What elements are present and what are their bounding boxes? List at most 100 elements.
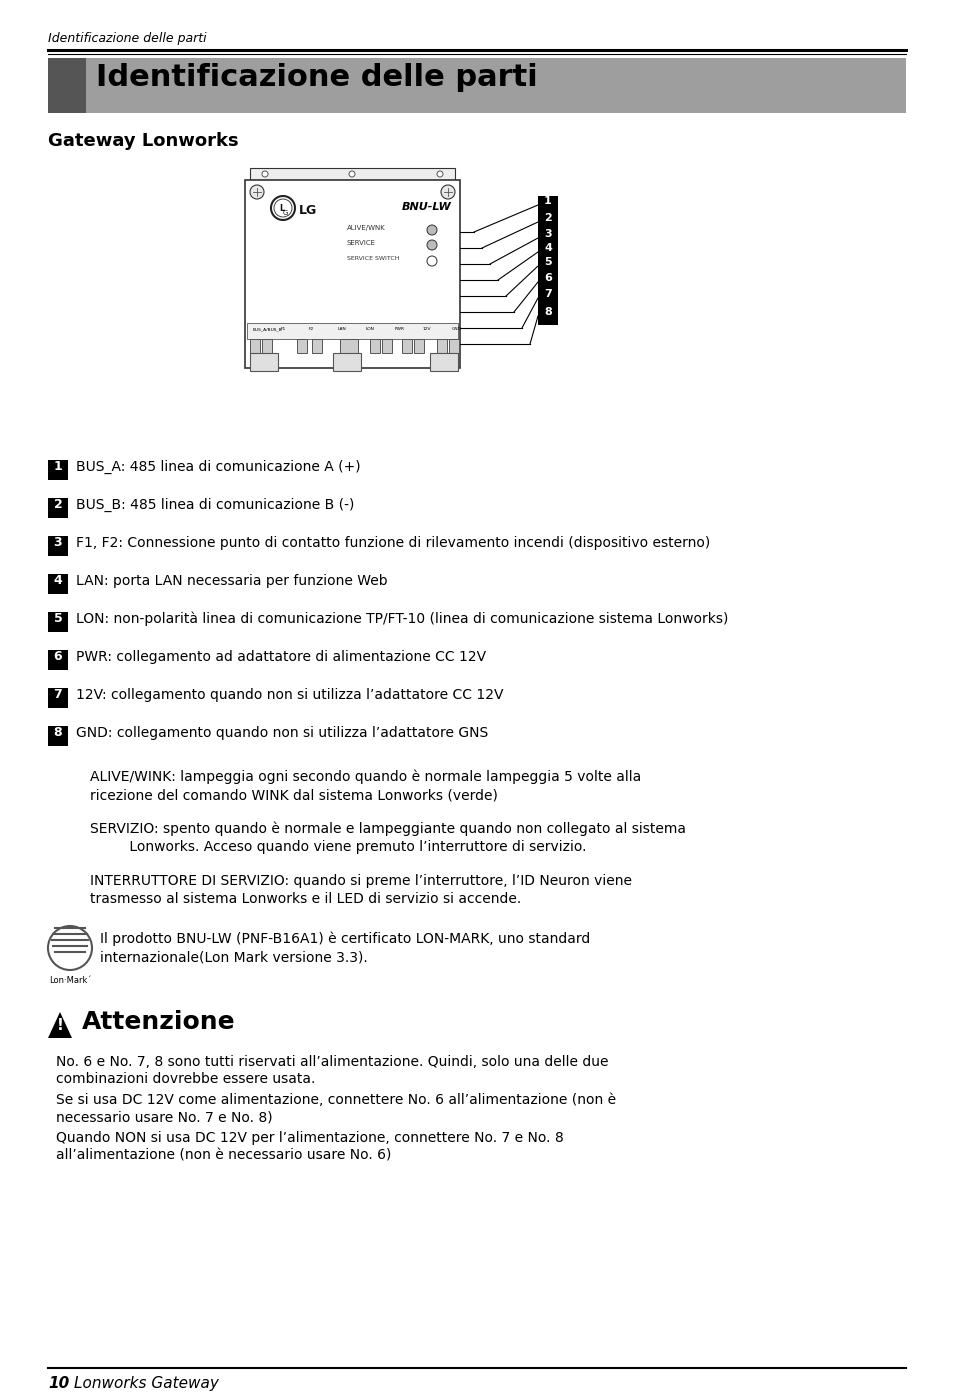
Text: LAN: LAN (337, 327, 346, 332)
Circle shape (440, 185, 455, 199)
Text: Identificazione delle parti: Identificazione delle parti (96, 63, 537, 92)
Bar (312, 339, 322, 353)
Circle shape (250, 185, 264, 199)
Circle shape (427, 256, 436, 266)
Text: LON: LON (366, 327, 375, 332)
Bar (247, 323, 457, 339)
Text: PWR: collegamento ad adattatore di alimentazione CC 12V: PWR: collegamento ad adattatore di alime… (76, 651, 486, 665)
Bar (296, 339, 307, 353)
Text: SERVICE: SERVICE (347, 241, 375, 246)
Text: 8: 8 (543, 306, 551, 318)
Bar (537, 290, 558, 306)
Polygon shape (48, 1011, 71, 1038)
Text: Se si usa DC 12V come alimentazione, connettere No. 6 all’alimentazione (non è
n: Se si usa DC 12V come alimentazione, con… (56, 1093, 616, 1125)
Text: BUS_B: 485 linea di comunicazione B (-): BUS_B: 485 linea di comunicazione B (-) (76, 498, 354, 512)
Text: INTERRUTTORE DI SERVIZIO: quando si preme l’interruttore, l’ID Neuron viene
tras: INTERRUTTORE DI SERVIZIO: quando si prem… (90, 874, 631, 905)
Text: LG: LG (298, 204, 317, 217)
Bar (537, 257, 558, 276)
Text: GND: collegamento quando non si utilizza l’adattatore GNS: GND: collegamento quando non si utilizza… (76, 726, 488, 740)
Circle shape (427, 241, 436, 250)
Bar (537, 273, 558, 291)
Bar (436, 339, 447, 353)
Text: GND: GND (452, 327, 461, 332)
Bar (48, 574, 68, 595)
Text: 5: 5 (53, 611, 62, 625)
Text: 12V: 12V (422, 327, 431, 332)
Bar (449, 339, 458, 353)
Text: F1, F2: Connessione punto di contatto funzione di rilevamento incendi (dispositi: F1, F2: Connessione punto di contatto fu… (76, 536, 709, 550)
Text: 7: 7 (543, 290, 551, 299)
Text: Quando NON si usa DC 12V per l’alimentazione, connettere No. 7 e No. 8
all’alime: Quando NON si usa DC 12V per l’alimentaz… (56, 1130, 563, 1163)
Circle shape (48, 926, 91, 970)
Text: SERVIZIO: spento quando è normale e lampeggiante quando non collegato al sistema: SERVIZIO: spento quando è normale e lamp… (90, 823, 685, 855)
Text: 10: 10 (48, 1377, 70, 1391)
Text: 2: 2 (53, 498, 62, 511)
Bar (430, 353, 457, 371)
Bar (401, 339, 412, 353)
Text: No. 6 e No. 7, 8 sono tutti riservati all’alimentazione. Quindi, solo una delle : No. 6 e No. 7, 8 sono tutti riservati al… (56, 1055, 608, 1086)
Circle shape (262, 171, 268, 178)
Bar (250, 168, 455, 180)
Circle shape (274, 199, 292, 217)
Bar (250, 353, 277, 371)
Circle shape (271, 196, 294, 220)
Bar (48, 57, 86, 113)
Text: 6: 6 (543, 273, 552, 283)
Text: Attenzione: Attenzione (82, 1010, 235, 1034)
Circle shape (349, 171, 355, 178)
Text: 8: 8 (53, 726, 62, 739)
Bar (537, 229, 558, 248)
Text: 5: 5 (543, 257, 551, 267)
Text: 7: 7 (53, 688, 62, 701)
Bar (537, 243, 558, 262)
Bar (245, 180, 459, 368)
Bar (339, 339, 357, 353)
Text: Gateway Lonworks: Gateway Lonworks (48, 132, 238, 150)
Text: 6: 6 (53, 651, 62, 663)
Bar (414, 339, 423, 353)
Bar (537, 196, 558, 214)
Bar (48, 726, 68, 746)
Bar (250, 339, 260, 353)
Bar (370, 339, 379, 353)
Text: F2: F2 (309, 327, 314, 332)
Text: LAN: porta LAN necessaria per funzione Web: LAN: porta LAN necessaria per funzione W… (76, 574, 387, 588)
Text: 4: 4 (53, 574, 62, 588)
Bar (537, 306, 558, 325)
Text: SERVICE SWITCH: SERVICE SWITCH (347, 256, 399, 262)
Text: BUS_A: 485 linea di comunicazione A (+): BUS_A: 485 linea di comunicazione A (+) (76, 460, 360, 474)
Text: 3: 3 (543, 229, 551, 239)
Circle shape (427, 225, 436, 235)
Bar (48, 688, 68, 708)
Bar (381, 339, 392, 353)
Text: BUS_A/BUS_B: BUS_A/BUS_B (253, 327, 282, 332)
Text: Il prodotto BNU-LW (PNF-B16A1) è certificato LON-MARK, uno standard
internaziona: Il prodotto BNU-LW (PNF-B16A1) è certifi… (100, 932, 590, 965)
Text: PWR: PWR (395, 327, 405, 332)
Text: 1: 1 (543, 196, 551, 206)
Text: 2: 2 (543, 213, 551, 222)
Text: !: ! (56, 1018, 63, 1032)
Bar (48, 57, 905, 113)
Bar (48, 498, 68, 518)
Bar (48, 651, 68, 670)
Text: 4: 4 (543, 243, 552, 253)
Bar (48, 611, 68, 632)
Text: 12V: collegamento quando non si utilizza l’adattatore CC 12V: 12V: collegamento quando non si utilizza… (76, 688, 503, 702)
Bar (262, 339, 272, 353)
Circle shape (436, 171, 442, 178)
Text: ALIVE/WNK: ALIVE/WNK (347, 225, 385, 231)
Text: Identificazione delle parti: Identificazione delle parti (48, 32, 207, 45)
Text: BNU-LW: BNU-LW (402, 201, 452, 213)
Text: 3: 3 (53, 536, 62, 548)
Text: ALIVE/WINK: lampeggia ogni secondo quando è normale lampeggia 5 volte alla
ricez: ALIVE/WINK: lampeggia ogni secondo quand… (90, 769, 640, 803)
Text: G: G (283, 210, 288, 215)
Bar (48, 460, 68, 480)
Bar (537, 213, 558, 231)
Text: F1: F1 (281, 327, 286, 332)
Text: Lon·Mark´: Lon·Mark´ (49, 977, 91, 985)
Text: LON: non-polarità linea di comunicazione TP/FT-10 (linea di comunicazione sistem: LON: non-polarità linea di comunicazione… (76, 611, 727, 627)
Bar (48, 536, 68, 555)
Text: 1: 1 (53, 460, 62, 473)
Text: L: L (278, 204, 284, 213)
Bar (333, 353, 360, 371)
